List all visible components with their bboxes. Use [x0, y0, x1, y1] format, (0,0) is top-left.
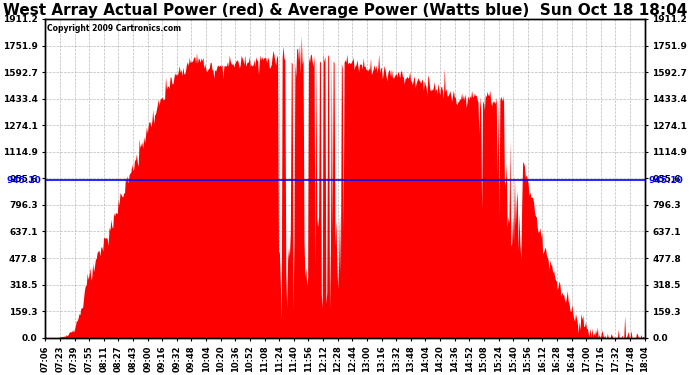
- Text: 945.10: 945.10: [649, 176, 684, 184]
- Title: West Array Actual Power (red) & Average Power (Watts blue)  Sun Oct 18 18:04: West Array Actual Power (red) & Average …: [3, 3, 687, 18]
- Text: 945.10: 945.10: [6, 176, 41, 184]
- Text: Copyright 2009 Cartronics.com: Copyright 2009 Cartronics.com: [47, 24, 181, 33]
